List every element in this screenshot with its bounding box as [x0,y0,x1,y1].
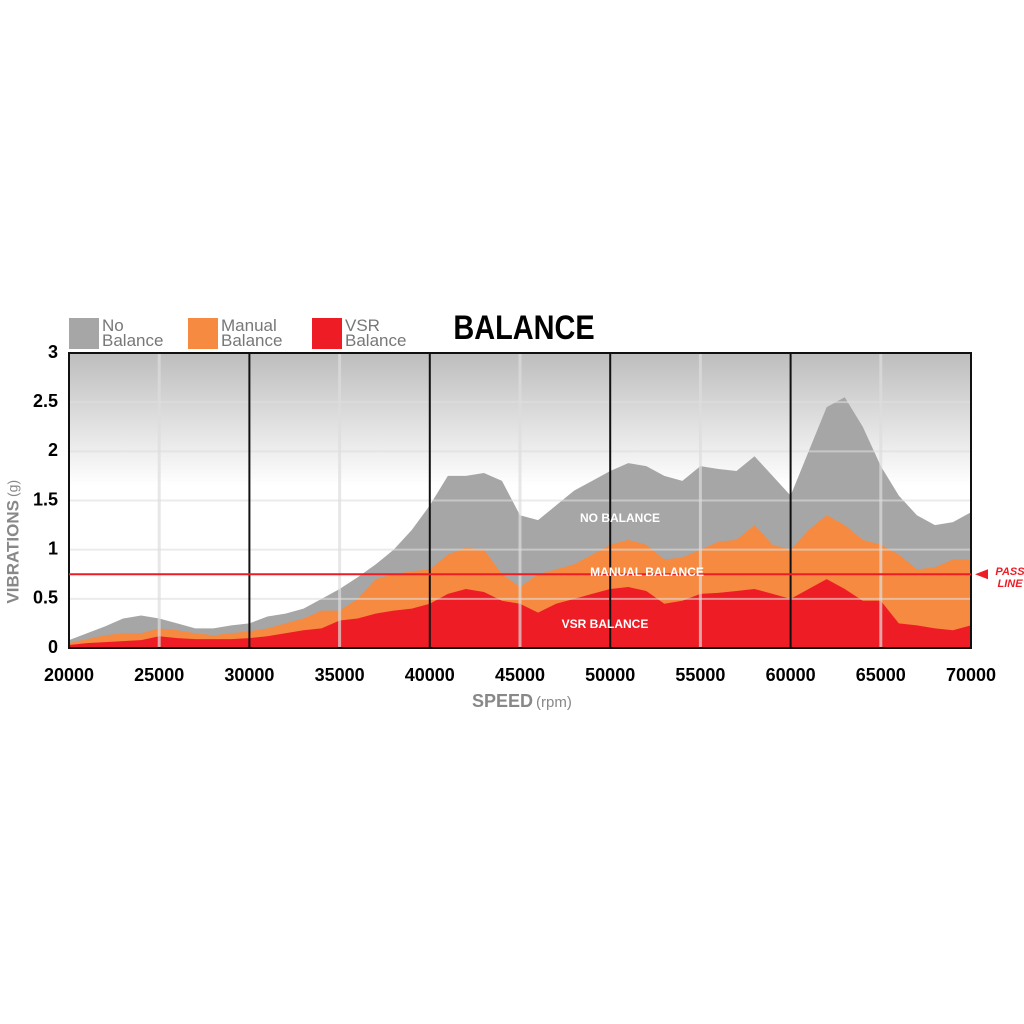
x-tick-label: 60000 [766,665,816,685]
chart-title: BALANCE [453,308,594,347]
area-label: NO BALANCE [580,511,660,525]
legend-label: VSR Balance [345,316,407,350]
y-axis-unit: (g) [5,480,21,497]
y-tick-label: 0.5 [33,588,58,608]
legend-label: Manual Balance [221,316,283,350]
x-tick-label: 70000 [946,665,996,685]
x-tick-label: 30000 [224,665,274,685]
y-tick-label: 3 [48,342,58,362]
x-tick-label: 50000 [585,665,635,685]
area-label: VSR BALANCE [562,617,649,631]
x-tick-label: 55000 [675,665,725,685]
x-axis-title: SPEED [472,691,533,711]
y-tick-label: 0 [48,637,58,657]
y-tick-label: 1.5 [33,489,58,509]
x-tick-label: 40000 [405,665,455,685]
x-axis-unit: (rpm) [536,694,572,711]
x-tick-label: 65000 [856,665,906,685]
x-tick-label: 45000 [495,665,545,685]
y-tick-label: 2.5 [33,391,58,411]
pass-line-label: PASS LINE [995,566,1024,590]
legend-swatch [69,318,99,349]
legend-item: Manual Balance [188,316,301,350]
area-label: MANUAL BALANCE [590,565,704,579]
legend-swatch [312,318,342,349]
y-axis-title: VIBRATIONS [3,500,22,604]
plot-border [68,352,972,649]
x-tick-label: 20000 [44,665,94,685]
legend-label: No Balance [102,316,164,350]
legend-item: No Balance [69,316,182,350]
x-tick-label: 35000 [315,665,365,685]
x-tick-label: 25000 [134,665,184,685]
legend-swatch [188,318,218,349]
y-tick-label: 1 [48,538,58,558]
pass-arrow [975,569,988,580]
y-tick-label: 2 [48,440,58,460]
legend-item: VSR Balance [312,316,425,350]
